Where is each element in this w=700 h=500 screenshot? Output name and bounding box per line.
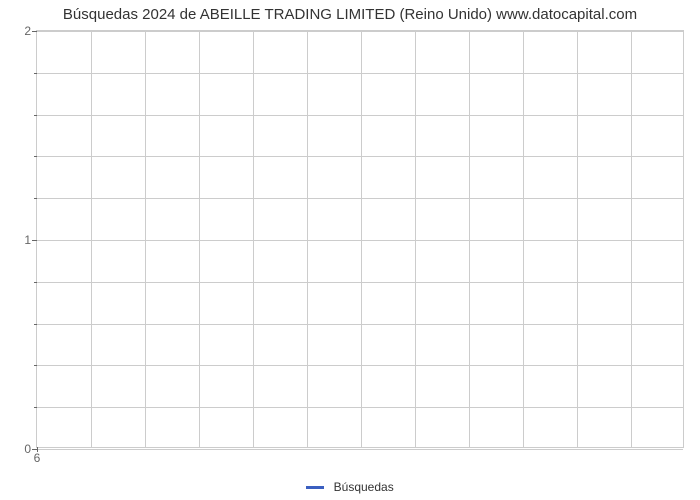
gridline-horizontal bbox=[37, 449, 683, 450]
y-minor-tick-mark bbox=[34, 282, 37, 283]
y-tick-mark bbox=[32, 31, 37, 32]
gridline-horizontal bbox=[37, 240, 683, 241]
chart-container: Búsquedas 2024 de ABEILLE TRADING LIMITE… bbox=[0, 0, 700, 500]
x-tick-mark bbox=[37, 447, 38, 452]
legend: Búsquedas bbox=[0, 479, 700, 494]
y-minor-tick-mark bbox=[34, 115, 37, 116]
gridline-horizontal bbox=[37, 31, 683, 32]
y-tick-mark bbox=[32, 240, 37, 241]
gridline-horizontal bbox=[37, 115, 683, 116]
gridline-vertical bbox=[91, 31, 92, 447]
legend-swatch bbox=[306, 486, 324, 489]
gridline-vertical bbox=[523, 31, 524, 447]
gridline-horizontal bbox=[37, 198, 683, 199]
y-minor-tick-mark bbox=[34, 73, 37, 74]
gridline-vertical bbox=[361, 31, 362, 447]
chart-title: Búsquedas 2024 de ABEILLE TRADING LIMITE… bbox=[0, 0, 700, 23]
gridline-horizontal bbox=[37, 365, 683, 366]
gridline-horizontal bbox=[37, 282, 683, 283]
gridline-vertical bbox=[469, 31, 470, 447]
gridline-horizontal bbox=[37, 73, 683, 74]
gridline-horizontal bbox=[37, 156, 683, 157]
gridline-horizontal bbox=[37, 324, 683, 325]
y-minor-tick-mark bbox=[34, 156, 37, 157]
gridline-vertical bbox=[253, 31, 254, 447]
gridline-vertical bbox=[199, 31, 200, 447]
y-minor-tick-mark bbox=[34, 407, 37, 408]
gridline-vertical bbox=[631, 31, 632, 447]
gridline-vertical bbox=[307, 31, 308, 447]
y-minor-tick-mark bbox=[34, 324, 37, 325]
gridline-vertical bbox=[577, 31, 578, 447]
gridline-horizontal bbox=[37, 407, 683, 408]
gridline-vertical bbox=[415, 31, 416, 447]
plot-area: 0126 bbox=[36, 30, 684, 448]
gridline-vertical bbox=[145, 31, 146, 447]
y-minor-tick-mark bbox=[34, 365, 37, 366]
y-minor-tick-mark bbox=[34, 198, 37, 199]
legend-label: Búsquedas bbox=[334, 480, 394, 494]
